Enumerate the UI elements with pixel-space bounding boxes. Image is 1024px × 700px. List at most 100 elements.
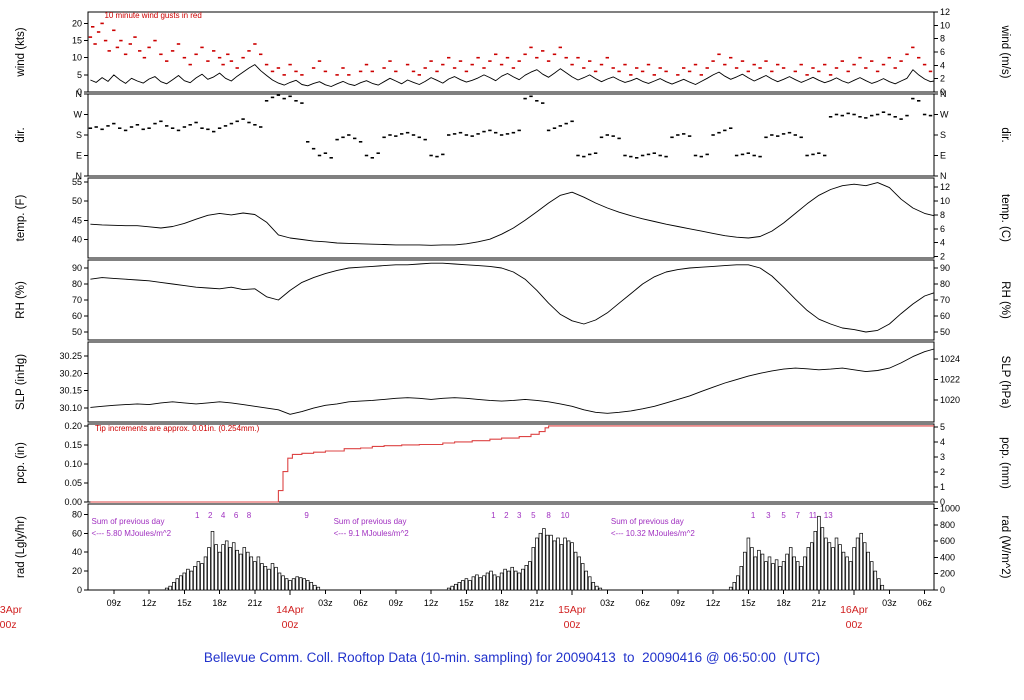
x-tick-label: 12z <box>424 598 439 608</box>
temp-left-tick-label: 45 <box>72 215 82 225</box>
temperature-f <box>90 182 935 246</box>
wind-direction-deg <box>88 94 933 159</box>
slp-left-tick-label: 30.15 <box>59 386 82 396</box>
rh-frame <box>87 259 935 341</box>
hour-marker-label: 2 <box>504 511 509 520</box>
rad-right-tick-label: 0 <box>940 585 945 595</box>
pcp-left-tick-label: 0.20 <box>64 421 82 431</box>
hour-marker-label: 8 <box>546 511 551 520</box>
x-tick-label: 03z <box>318 598 333 608</box>
pcp-left-tick-label: 0.10 <box>64 459 82 469</box>
sea-level-pressure-inhg <box>90 348 935 415</box>
panel-rh: 50 60 70 80 90 50 60 70 80 90 RH (%) RH (%) <box>15 259 1011 341</box>
hour-marker-label: 3 <box>766 511 771 520</box>
panel-slp: 30.10 30.15 30.20 30.25 1020 1022 1024 SLP (inH… <box>15 341 1011 423</box>
dir-right-axis-label: dir. <box>999 127 1011 142</box>
dir-left-tick-label: N <box>76 89 83 99</box>
temp-left-axis-label: temp. (F) <box>15 195 27 242</box>
x-tick-label: 18z <box>212 598 227 608</box>
rad-annotation: <--- 9.1 MJoules/m^2 <box>334 529 410 538</box>
hour-marker-label: 4 <box>221 511 226 520</box>
temp-left-tick-label: 55 <box>72 177 82 187</box>
rad-left-tick-label: 40 <box>72 547 82 557</box>
pcp-right-tick-label: 2 <box>940 467 945 477</box>
panel-temp: 40 45 50 55 2 4 6 8 10 12 temp. (F) temp. (C) <box>15 177 1011 262</box>
rh-right-tick-label: 80 <box>940 279 950 289</box>
dir-right-tick-label: N <box>940 171 947 181</box>
rh-left-tick-label: 80 <box>72 279 82 289</box>
wind-gusts-kts <box>88 22 933 76</box>
x-tick-label: 09z <box>389 598 404 608</box>
wind-right-tick-label: 8 <box>940 34 945 44</box>
hour-marker-label: 11 <box>809 511 818 520</box>
slp-right-axis-label: SLP (hPa) <box>999 356 1011 409</box>
x-axis: 09z 12z 15z 18z 21z 03z 06z 09z 12z 15z 18z 21z 03z 0… <box>0 590 932 631</box>
rh-left-axis-label: RH (%) <box>15 281 27 319</box>
pcp-left-axis-label: pcp. (in) <box>15 442 27 484</box>
dir-left-axis-label: dir. <box>15 127 27 142</box>
hour-marker-label: 8 <box>247 511 252 520</box>
x-date-label: 13Apr <box>0 604 23 616</box>
panel-wind: 0 5 10 15 20 0 2 4 6 8 10 12 wind (kts) wind (m/s) 10 … <box>15 7 1011 97</box>
wind-right-tick-label: 2 <box>940 74 945 84</box>
hour-marker-label: 2 <box>208 511 213 520</box>
rad-annotation: Sum of previous day <box>92 517 165 526</box>
rad-left-tick-label: 20 <box>72 566 82 576</box>
rad-annotation: Sum of previous day <box>334 517 407 526</box>
rad-left-tick-label: 60 <box>72 528 82 538</box>
wind-right-tick-label: 10 <box>940 20 950 30</box>
relative-humidity-pct <box>90 262 935 333</box>
wind-right-tick-label: 4 <box>940 60 945 70</box>
wind-left-tick-label: 20 <box>72 18 82 28</box>
x-date-label: 16Apr <box>840 604 869 616</box>
hour-marker-label: 6 <box>234 511 239 520</box>
hour-marker-label: 13 <box>824 511 833 520</box>
rh-left-tick-label: 70 <box>72 295 82 305</box>
rh-left-tick-label: 60 <box>72 311 82 321</box>
wind-right-axis-label: wind (m/s) <box>999 24 1011 78</box>
rad-annotation: <--- 5.80 MJoules/m^2 <box>92 529 172 538</box>
temp-left-tick-label: 40 <box>72 235 82 245</box>
pcp-right-axis-label: pcp. (mm) <box>999 437 1011 489</box>
wind-left-tick-label: 5 <box>77 70 82 80</box>
dir-right-tick-label: S <box>940 130 946 140</box>
dir-frame <box>87 93 935 177</box>
rad-right-tick-label: 1000 <box>940 504 960 514</box>
rad-right-tick-label: 800 <box>940 520 955 530</box>
slp-right-tick-label: 1022 <box>940 374 960 384</box>
temp-left-tick-label: 50 <box>72 196 82 206</box>
x-date-time-label: 00z <box>564 619 581 631</box>
hour-marker-label: 1 <box>751 511 756 520</box>
hour-marker-label: 9 <box>304 511 309 520</box>
x-tick-label: 18z <box>776 598 791 608</box>
dir-left-tick-label: N <box>76 171 83 181</box>
x-tick-label: 09z <box>107 598 122 608</box>
rh-left-tick-label: 50 <box>72 327 82 337</box>
rh-right-tick-label: 60 <box>940 311 950 321</box>
rad-hour-markers: 1 2 4 6 8 9 1 2 3 5 8 10 1 3 5 7 11 13 <box>195 511 833 520</box>
slp-left-tick-label: 30.10 <box>59 403 82 413</box>
hour-marker-label: 5 <box>781 511 786 520</box>
dir-right-tick-label: E <box>940 151 946 161</box>
pcp-right-tick-label: 4 <box>940 437 945 447</box>
slp-left-tick-label: 30.20 <box>59 368 82 378</box>
dir-left-tick-label: W <box>74 110 83 120</box>
rad-right-tick-label: 600 <box>940 536 955 546</box>
rh-right-axis-label: RH (%) <box>999 281 1011 319</box>
x-date-label: 15Apr <box>558 604 587 616</box>
wind-right-tick-label: 12 <box>940 7 950 17</box>
panel-pcp: 0.00 0.05 0.10 0.15 0.20 0 1 2 3 4 5 pcp. (in) pcp. … <box>15 421 1011 507</box>
x-tick-label: 03z <box>600 598 615 608</box>
rad-left-tick-label: 0 <box>77 585 82 595</box>
x-tick-label: 06z <box>635 598 650 608</box>
wind-left-tick-label: 15 <box>72 36 82 46</box>
temp-right-tick-label: 12 <box>940 182 950 192</box>
rh-right-tick-label: 70 <box>940 295 950 305</box>
rad-right-tick-label: 400 <box>940 552 955 562</box>
hour-marker-label: 10 <box>561 511 570 520</box>
temp-right-axis-label: temp. (C) <box>999 194 1011 242</box>
x-tick-label: 12z <box>706 598 721 608</box>
rad-right-tick-label: 200 <box>940 569 955 579</box>
